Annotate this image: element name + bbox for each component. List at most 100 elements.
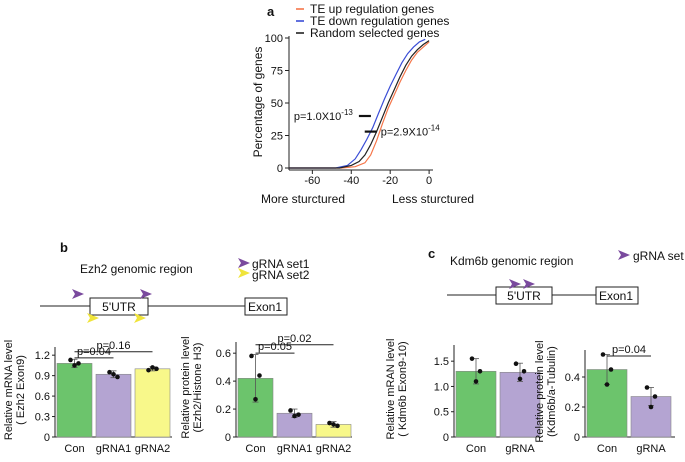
- data-point: [115, 374, 120, 380]
- chart-b-left: 0 0.3 0.6 0.9 1.2 Relative mRNA level( Ezh2 E…: [3, 340, 172, 455]
- data-point: [154, 366, 159, 372]
- significance-label: p=0.02: [278, 333, 312, 345]
- data-point: [253, 396, 258, 402]
- chart-a-series: [289, 38, 430, 169]
- chart-a-x-axis: -60 -40 -20 0: [289, 169, 433, 187]
- data-point: [288, 408, 293, 413]
- kdm6b-grna-legend: gRNA set: [618, 249, 684, 263]
- y-tick-label: 0.2: [565, 402, 580, 414]
- x-tick-label: gRNA1: [96, 443, 131, 455]
- chart-b-right: 0 0.2 0.4 0.6 Relative protein level (Ezh2/Hi…: [180, 333, 352, 455]
- data-point: [469, 356, 475, 361]
- significance-label: p=0.05: [258, 341, 292, 353]
- y-tick-label: 100: [265, 33, 283, 45]
- x-tick-label: Con: [466, 443, 486, 455]
- data-point: [111, 371, 116, 377]
- grna-set1-arrow-icon: [238, 258, 250, 268]
- data-point: [513, 361, 519, 367]
- y-tick-label: 0.6: [35, 391, 50, 403]
- chart-c-left: 0 0.5 1.0 1.5 Relative mRAN level( Kdm6b Exo…: [385, 339, 541, 455]
- data-point: [335, 423, 340, 429]
- x-tick-label: gRNA1: [277, 443, 312, 455]
- y-tick-label: 75: [271, 66, 283, 78]
- y-tick-label: 1.0: [434, 381, 449, 393]
- kdm6b-exon1-box: [595, 286, 639, 305]
- panel-label-b: b: [60, 240, 68, 255]
- grna-site-1-icon: [509, 279, 521, 289]
- x-tick-label: Con: [597, 443, 617, 455]
- x-tick-label: Con: [245, 443, 265, 455]
- grna-site-2-icon: [523, 279, 535, 289]
- data-point: [652, 394, 658, 399]
- data-point: [331, 422, 336, 427]
- panel-label-c: c: [428, 246, 435, 261]
- data-point: [150, 365, 155, 370]
- ezh2-region-title: Ezh2 genomic region: [80, 262, 193, 276]
- chart-a-annotations: p=1.0X10-13 p=2.9X10-14: [294, 108, 440, 139]
- legend-label-random: Random selected genes: [310, 26, 439, 40]
- data-point: [517, 376, 523, 382]
- y-tick-label: 25: [271, 131, 283, 143]
- y-tick-label: 0: [574, 432, 580, 444]
- y-axis-label: Relative mRNA level: [3, 340, 15, 440]
- pvalue-exponent: -14: [428, 124, 440, 133]
- data-point: [644, 385, 650, 390]
- bar-con: [56, 363, 93, 438]
- bar-grna2: [134, 368, 171, 438]
- chart-a-legend: TE up regulation genes TE down regulatio…: [296, 2, 449, 40]
- y-tick-label: 0: [443, 432, 449, 444]
- grna-set-label: gRNA set: [633, 249, 684, 263]
- data-point: [72, 363, 77, 368]
- kdm6b-utr-label: 5'UTR: [507, 289, 541, 303]
- data-point: [296, 412, 301, 417]
- y-tick-label: 0.3: [35, 412, 50, 424]
- legend-label-te-up: TE up regulation genes: [310, 2, 434, 16]
- y-axis-label: Relative protein level: [534, 340, 546, 442]
- x-tick-label: gRNA: [505, 443, 535, 455]
- data-point: [608, 367, 614, 372]
- data-point: [292, 413, 297, 419]
- grna-set2-site-left-icon: [87, 313, 99, 323]
- y-tick-label: 0: [225, 432, 231, 444]
- data-point: [477, 368, 483, 374]
- y-axis-sublabel: (Kdm6b/a-Tubulin): [546, 346, 558, 437]
- series-line-te-down-regulation-genes: [289, 38, 426, 169]
- y-axis-label: Relative mRAN level: [385, 339, 397, 440]
- kdm6b-gene-diagram: 5'UTR Exon1: [447, 279, 639, 305]
- series-line-te-up-regulation-genes: [289, 41, 430, 169]
- grna-set1-label: gRNA set1: [252, 257, 310, 271]
- ezh2-utr-label: 5'UTR: [102, 300, 136, 314]
- series-line-random-selected-genes: [289, 40, 430, 169]
- x-tick-label: gRNA2: [316, 443, 351, 455]
- data-point: [107, 369, 112, 375]
- y-tick-label: 0: [44, 432, 50, 444]
- data-point: [604, 382, 610, 387]
- y-tick-label: 1.5: [434, 356, 449, 368]
- y-tick-label: 0.2: [216, 404, 231, 416]
- y-axis-label: Relative protein level: [180, 336, 192, 438]
- data-point: [473, 379, 479, 384]
- chart-a-y-axis: 0 25 50 75 100: [265, 33, 290, 175]
- data-point: [257, 373, 262, 378]
- y-tick-label: 50: [271, 98, 283, 110]
- ezh2-grna-legend: gRNA set1 gRNA set2: [238, 257, 310, 282]
- y-tick-label: 0.4: [216, 376, 231, 388]
- kdm6b-utr-box: [495, 286, 553, 305]
- kdm6b-region-title: Kdm6b genomic region: [450, 254, 573, 268]
- ezh2-exon1-label: Exon1: [248, 300, 282, 314]
- y-axis-sublabel: ( Ezh2 Exon9): [15, 355, 27, 425]
- grna-set1-site-left-icon: [72, 289, 84, 299]
- chart-a-ylabel: Percentage of genes: [251, 47, 265, 158]
- x-tick-label: gRNA2: [135, 443, 170, 455]
- x-tick-label: -60: [304, 175, 320, 187]
- y-tick-label: 0.6: [216, 348, 231, 360]
- y-axis-sublabel: (Ezh2/Histone H3): [192, 343, 204, 433]
- pvalue-annotation: p=1.0X10-13: [294, 108, 354, 123]
- chart-a-xlabel-left: More sturctured: [261, 192, 345, 206]
- grna-set2-site-right-icon: [134, 313, 146, 323]
- data-point: [68, 357, 73, 363]
- data-point: [521, 368, 527, 374]
- panel-label-a: a: [267, 4, 275, 19]
- data-point: [327, 420, 332, 426]
